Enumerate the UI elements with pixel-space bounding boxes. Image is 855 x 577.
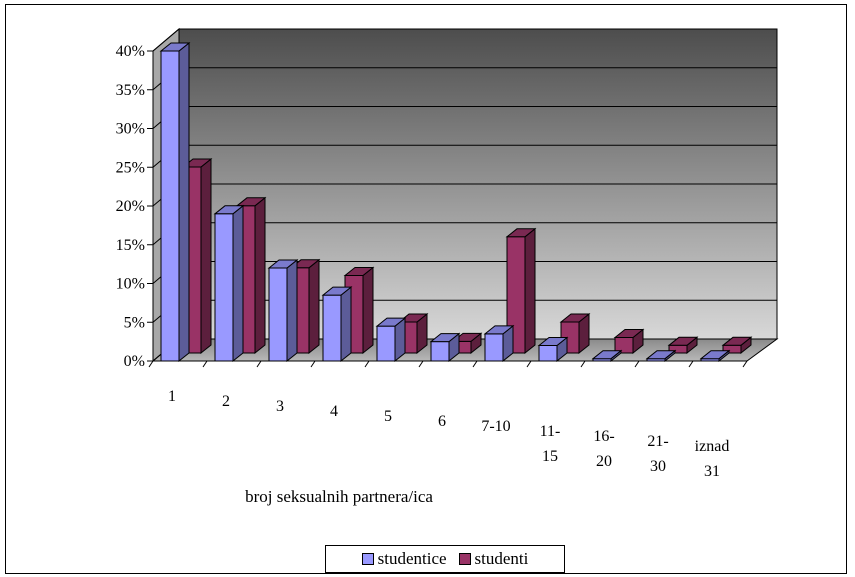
x-tick-mark	[634, 360, 640, 368]
y-tick-label: 30%	[116, 121, 145, 138]
bar-side-face	[178, 41, 190, 363]
bar-side-face	[254, 196, 266, 355]
bar-front-face	[538, 345, 558, 362]
bar-side-face	[232, 204, 244, 363]
x-tick-label: 7-10	[481, 418, 510, 435]
bar-top-face	[289, 259, 321, 269]
bar-top-face	[505, 228, 537, 238]
bar-top-face	[699, 350, 731, 360]
bar-studentice	[483, 324, 515, 363]
bar-studentice	[267, 258, 299, 363]
x-tick-label: 11-15	[540, 423, 561, 465]
legend-swatch-studenti	[458, 553, 471, 565]
bar-side-face	[524, 227, 536, 355]
legend-item-studentice: studentice	[361, 549, 447, 569]
y-tick-label: 35%	[116, 82, 145, 99]
bar-studentice	[321, 286, 353, 363]
x-tick-label: 21-30	[647, 433, 668, 475]
legend-label-studenti: studenti	[474, 549, 529, 568]
x-tick-label: 3	[276, 398, 284, 415]
bar-top-face	[537, 337, 569, 346]
bar-front-face	[376, 325, 396, 362]
legend-swatch-studentice	[361, 553, 374, 565]
x-tick-mark	[580, 360, 586, 368]
bar-side-face	[286, 258, 298, 363]
x-tick-mark	[526, 360, 532, 368]
bar-front-face	[484, 333, 504, 362]
bar-side-face	[362, 266, 374, 355]
bar-side-face	[200, 157, 212, 355]
x-tick-mark	[418, 360, 424, 368]
bar-studentice	[537, 336, 569, 363]
bar-top-face	[721, 336, 753, 346]
bar-top-face	[397, 313, 429, 323]
y-tick-label: 40%	[116, 43, 145, 60]
bar-top-face	[213, 205, 245, 215]
bar-chart-3d: 0% 5% 10% 15% 20% 25% 30% 35% 40% 1 2 3 4 5 6 7-10 11-15…	[116, 27, 779, 506]
x-tick-label: 1	[168, 388, 176, 405]
bar-side-face	[308, 258, 320, 355]
bar-studentice	[429, 332, 461, 363]
x-tick-mark	[310, 360, 316, 368]
x-tick-mark	[256, 360, 262, 368]
bar-top-face	[159, 42, 191, 52]
y-tick-label: 25%	[116, 159, 145, 176]
bar-studentice	[645, 349, 677, 363]
bar-top-face	[267, 259, 299, 269]
bar-studentice	[591, 349, 623, 363]
bar-top-face	[559, 313, 591, 323]
bar-studentice	[699, 349, 731, 363]
bar-studentice	[375, 317, 407, 363]
x-tick-mark	[202, 360, 208, 368]
bar-front-face	[322, 294, 342, 362]
x-tick-label: 6	[438, 413, 446, 430]
legend-label-studentice: studentice	[377, 549, 447, 568]
bar-front-face	[268, 267, 288, 362]
x-tick-mark	[148, 360, 154, 368]
y-tick-label: 5%	[124, 314, 145, 331]
bar-top-face	[321, 286, 353, 296]
y-tick-label: 10%	[116, 276, 145, 293]
x-tick-mark	[364, 360, 370, 368]
bar-top-face	[181, 158, 213, 168]
bar-studentice	[159, 41, 191, 363]
bar-top-face	[375, 317, 407, 327]
y-tick-label: 15%	[116, 237, 145, 254]
x-tick-label: 16-20	[593, 428, 614, 470]
bar-top-face	[235, 197, 267, 207]
bar-top-face	[451, 332, 483, 342]
x-tick-mark	[688, 360, 694, 368]
bar-top-face	[613, 329, 645, 338]
bar-studenti	[613, 328, 645, 355]
gridline	[152, 28, 777, 52]
chart-area: 0% 5% 10% 15% 20% 25% 30% 35% 40% 1 2 3 4 5 6 7-10 11-15…	[5, 4, 847, 574]
x-tick-label: iznad 31	[695, 438, 730, 480]
x-tick-label: 5	[384, 408, 392, 425]
x-tick-label: 2	[222, 393, 230, 410]
x-tick-mark	[742, 360, 748, 368]
bar-front-face	[430, 341, 450, 362]
x-tick-label: 4	[330, 403, 338, 420]
bar-top-face	[343, 267, 375, 276]
x-tick-mark	[472, 360, 478, 368]
y-tick-label: 0%	[124, 353, 145, 370]
bar-top-face	[667, 336, 699, 346]
bar-top-face	[591, 350, 623, 360]
bar-top-face	[483, 325, 515, 335]
bar-top-face	[429, 333, 461, 343]
x-axis-title: broj seksualnih partnera/ica	[245, 487, 433, 506]
bar-studentice	[213, 204, 245, 363]
bar-studenti	[505, 227, 537, 355]
y-tick-label: 20%	[116, 198, 145, 215]
bar-top-face	[645, 350, 677, 360]
legend: studentice studenti	[325, 545, 565, 573]
bar-front-face	[214, 213, 234, 362]
legend-item-studenti: studenti	[458, 549, 529, 569]
bar-side-face	[340, 286, 352, 363]
bar-front-face	[160, 50, 180, 362]
